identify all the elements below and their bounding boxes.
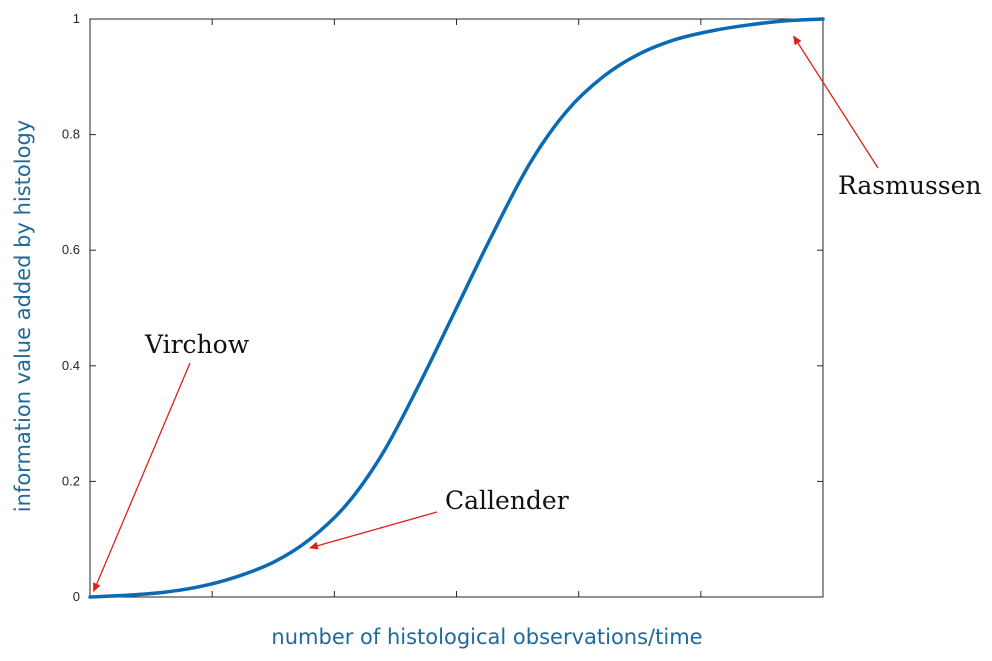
arrow-callender — [308, 511, 438, 550]
annotation-callender: Callender — [445, 486, 569, 515]
arrow-virchow — [93, 362, 191, 593]
y-tick-label: 0.2 — [62, 473, 80, 488]
axis-ticks: 0 0.2 0.4 0.6 0.8 1 — [62, 11, 824, 604]
annotations: Virchow Callender Rasmussen — [93, 35, 982, 593]
annotation-rasmussen: Rasmussen — [838, 171, 982, 200]
y-tick-label: 0 — [73, 589, 80, 604]
y-tick-label: 1 — [73, 11, 80, 26]
arrow-rasmussen — [793, 35, 879, 169]
y-axis-label: information value added by histology — [11, 120, 35, 512]
y-tick-label: 0.6 — [62, 242, 80, 257]
y-tick-label: 0.8 — [62, 127, 80, 142]
annotation-virchow: Virchow — [144, 330, 250, 359]
y-tick-label: 0.4 — [62, 358, 80, 373]
line-layer — [88, 17, 825, 599]
sigmoid-curve-line — [88, 17, 825, 599]
x-axis-label: number of histological observations/time — [271, 625, 702, 649]
